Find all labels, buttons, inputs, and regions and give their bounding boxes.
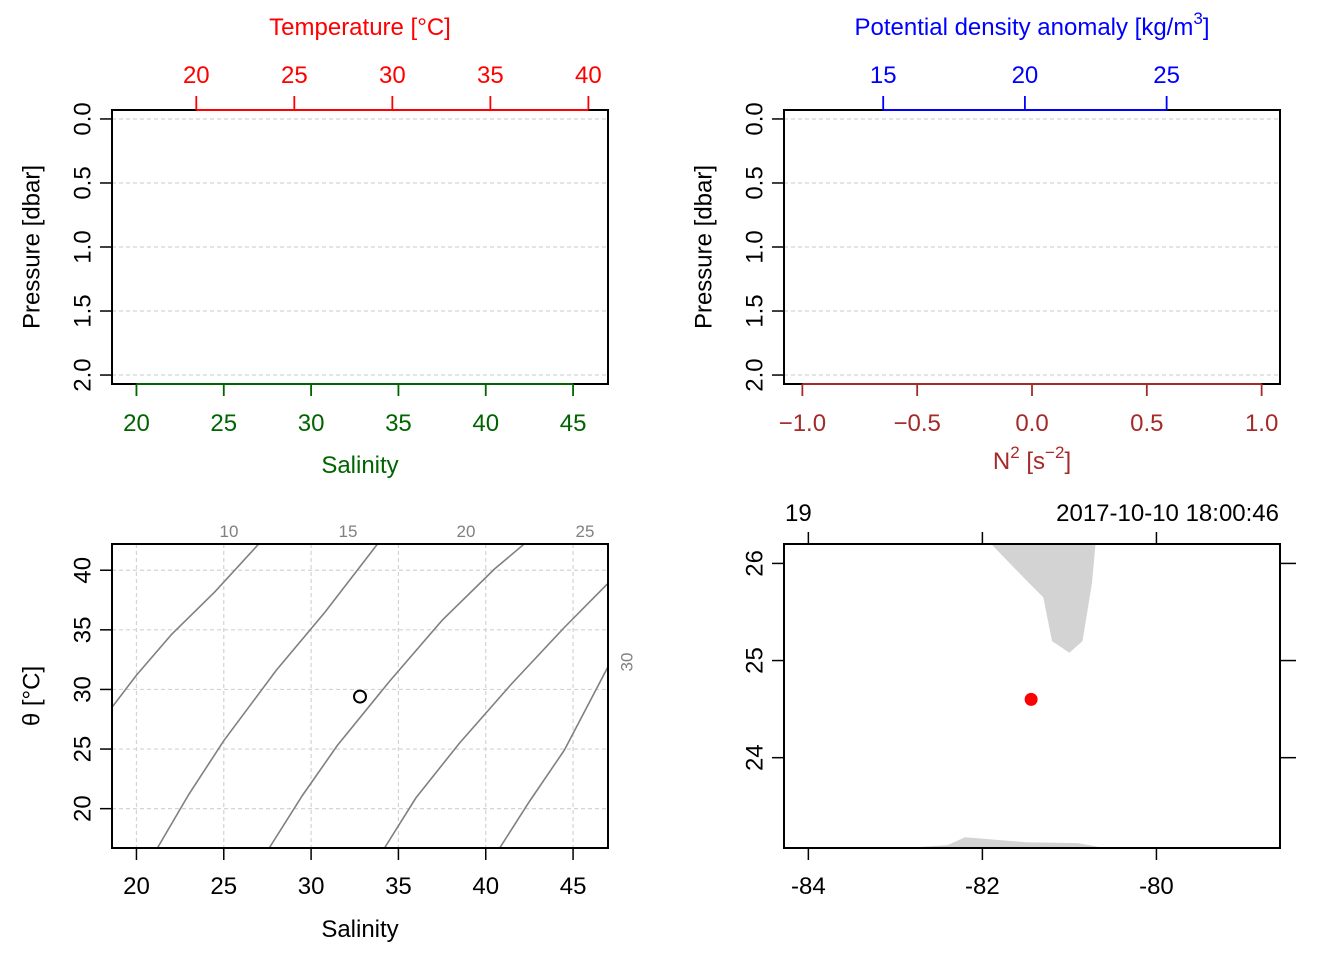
salinity-tick-label: 20 bbox=[123, 410, 150, 437]
temperature-axis-label: Temperature [°C] bbox=[269, 14, 451, 41]
lat-tick-label: 26 bbox=[741, 550, 768, 577]
salinity-tick-label: 35 bbox=[385, 410, 412, 437]
salinity-tick-label: 45 bbox=[560, 410, 587, 437]
y-tick-label: 1.5 bbox=[69, 294, 96, 327]
x-tick-label: 20 bbox=[123, 873, 150, 900]
n2-tick-label: 1.0 bbox=[1245, 410, 1278, 437]
y-tick-label: 20 bbox=[69, 795, 96, 822]
salinity-axis-label: Salinity bbox=[321, 452, 398, 479]
land-polygon bbox=[904, 837, 1105, 848]
n2-axis-label: N2 [s−2] bbox=[993, 443, 1071, 475]
lon-tick-label: -84 bbox=[791, 873, 826, 900]
x-tick-label: 45 bbox=[560, 873, 587, 900]
y-tick-label: 1.0 bbox=[69, 230, 96, 263]
y-tick-label: 2.0 bbox=[741, 358, 768, 391]
map-frame bbox=[783, 543, 1281, 849]
isopycnal-line bbox=[383, 579, 608, 848]
y-tick-label: 0.0 bbox=[69, 102, 96, 135]
temperature-tick-label: 35 bbox=[477, 62, 504, 89]
pressure-axis-label: Pressure [dbar] bbox=[690, 165, 717, 329]
isopycnal-label: 15 bbox=[339, 522, 358, 541]
y-tick-label: 0.5 bbox=[69, 166, 96, 199]
isopycnal-label: 30 bbox=[617, 653, 636, 672]
n2-tick-label: −1.0 bbox=[779, 410, 826, 437]
temperature-tick-label: 20 bbox=[183, 62, 210, 89]
n2-tick-label: −0.5 bbox=[893, 410, 940, 437]
salinity-tick-label: 30 bbox=[298, 410, 325, 437]
temperature-tick-label: 30 bbox=[379, 62, 406, 89]
lat-tick-label: 25 bbox=[741, 647, 768, 674]
lat-tick-label: 24 bbox=[741, 744, 768, 771]
y-tick-label: 25 bbox=[69, 736, 96, 763]
y-tick-label: 1.0 bbox=[741, 230, 768, 263]
ts-data-point bbox=[353, 689, 367, 704]
x-tick-label: 35 bbox=[385, 873, 412, 900]
isopycnal-label: 10 bbox=[220, 522, 239, 541]
y-tick-label: 30 bbox=[69, 676, 96, 703]
y-tick-label: 40 bbox=[69, 557, 96, 584]
density-axis-label: Potential density anomaly [kg/m3] bbox=[855, 9, 1210, 41]
salinity-tick-label: 40 bbox=[472, 410, 499, 437]
y-tick-label: 1.5 bbox=[741, 294, 768, 327]
density-tick-label: 15 bbox=[870, 62, 897, 89]
y-tick-label: 0.5 bbox=[741, 166, 768, 199]
pressure-axis-label: Pressure [dbar] bbox=[18, 165, 45, 329]
land-polygon bbox=[991, 544, 1096, 653]
isopycnal-line bbox=[268, 544, 525, 848]
lon-tick-label: -80 bbox=[1139, 873, 1174, 900]
temperature-tick-label: 25 bbox=[281, 62, 308, 89]
isopycnal-label: 25 bbox=[576, 522, 595, 541]
station-datetime: 2017-10-10 18:00:46 bbox=[1056, 500, 1279, 527]
temperature-tick-label: 40 bbox=[575, 62, 602, 89]
y-tick-label: 0.0 bbox=[741, 102, 768, 135]
x-tick-label: 40 bbox=[472, 873, 499, 900]
isopycnal-label: 20 bbox=[457, 522, 476, 541]
n2-tick-label: 0.5 bbox=[1130, 410, 1163, 437]
ts-x-axis-label: Salinity bbox=[321, 916, 398, 943]
y-tick-label: 2.0 bbox=[69, 358, 96, 391]
isopycnal-line bbox=[112, 544, 260, 708]
station-marker bbox=[1024, 692, 1038, 706]
station-number: 19 bbox=[785, 500, 812, 527]
plot-frame bbox=[111, 543, 609, 849]
n2-tick-label: 0.0 bbox=[1015, 410, 1048, 437]
isopycnal-line bbox=[499, 666, 608, 848]
density-tick-label: 25 bbox=[1153, 62, 1180, 89]
x-tick-label: 30 bbox=[298, 873, 325, 900]
x-tick-label: 25 bbox=[210, 873, 237, 900]
isopycnal-line bbox=[156, 544, 379, 848]
ts-y-axis-label: θ [°C] bbox=[18, 666, 45, 726]
density-tick-label: 20 bbox=[1012, 62, 1039, 89]
y-tick-label: 35 bbox=[69, 616, 96, 643]
salinity-tick-label: 25 bbox=[210, 410, 237, 437]
lon-tick-label: -82 bbox=[965, 873, 1000, 900]
